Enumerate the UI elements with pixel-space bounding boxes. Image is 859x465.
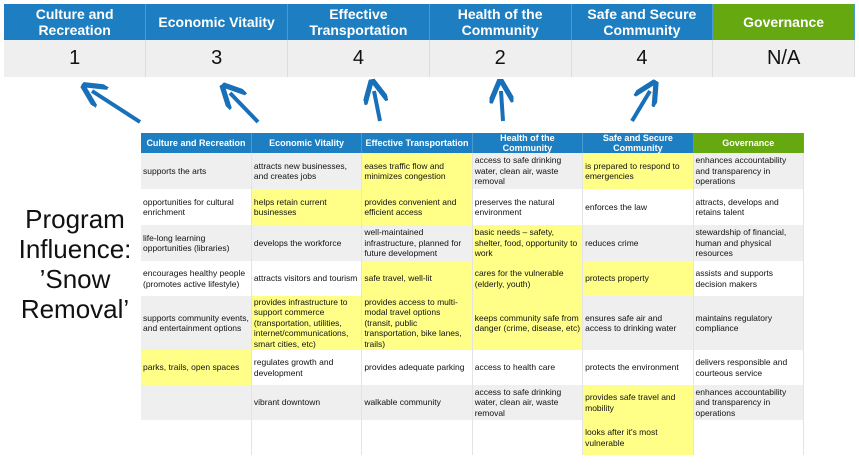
matrix-cell: provides infrastructure to support comme… [251, 296, 363, 350]
table-row: parks, trails, open spaces regulates grow… [141, 350, 805, 385]
summary-table: Culture and Recreation Economic Vitality… [4, 4, 855, 77]
matrix-cell [361, 420, 473, 455]
matrix-cell: provides adequate parking [361, 350, 473, 385]
table-row: life-long learning opportunities (librar… [141, 225, 805, 261]
arrow-icon [501, 91, 503, 122]
matrix-cell: enhances accountability and transparency… [693, 153, 805, 189]
matrix-cell: provides access to multi-modal travel op… [361, 296, 473, 350]
matrix-header: Effective Transportation [361, 133, 473, 153]
matrix-header: Health of the Community [472, 133, 584, 153]
program-influence-label: Program Influence: ’Snow Removal’ [0, 204, 150, 324]
arrow-icon [230, 93, 260, 124]
label-line: Removal’ [20, 294, 130, 324]
matrix-header: Governance [693, 133, 805, 153]
matrix-cell: is prepared to respond to emergencies [582, 153, 694, 189]
matrix-cell: vibrant downtown [251, 385, 363, 420]
arrow-icon [630, 91, 650, 123]
matrix-cell [141, 385, 252, 420]
summary-header-health: Health of the Community [429, 4, 572, 40]
matrix-header: Economic Vitality [251, 133, 363, 153]
summary-value-transportation: 4 [287, 40, 430, 77]
matrix-cell: helps retain current businesses [251, 189, 363, 225]
matrix-cell: protects the environment [582, 350, 694, 385]
matrix-cell: enhances accountability and transparency… [693, 385, 805, 420]
matrix-cell: cares for the vulnerable (elderly, youth… [472, 261, 584, 296]
influence-matrix: Culture and Recreation Economic Vitality E… [141, 133, 805, 455]
matrix-cell: enforces the law [582, 189, 694, 225]
matrix-cell: regulates growth and development [251, 350, 363, 385]
arrow-icon [92, 91, 142, 124]
summary-value-culture: 1 [4, 40, 147, 77]
matrix-cell [141, 420, 252, 455]
matrix-cell: attracts new businesses, and creates job… [251, 153, 363, 189]
matrix-cell: ensures safe air and access to drinking … [582, 296, 694, 350]
matrix-cell: keeps community safe from danger (crime,… [472, 296, 584, 350]
matrix-cell: safe travel, well-lit [361, 261, 473, 296]
matrix-cell: opportunities for cultural enrichment [141, 189, 252, 225]
matrix-cell: life-long learning opportunities (librar… [141, 225, 252, 261]
summary-header-culture: Culture and Recreation [4, 4, 147, 40]
matrix-cell: supports the arts [141, 153, 252, 189]
label-line: ’Snow [39, 264, 111, 294]
matrix-cell [472, 420, 584, 455]
summary-header-economic: Economic Vitality [145, 4, 288, 40]
matrix-header: Safe and Secure Community [582, 133, 694, 153]
matrix-cell: eases traffic flow and minimizes congest… [361, 153, 473, 189]
table-row: supports the arts attracts new businesses… [141, 153, 805, 189]
matrix-cell: basic needs – safety, shelter, food, opp… [472, 225, 584, 261]
matrix-cell: maintains regulatory compliance [693, 296, 805, 350]
matrix-header: Culture and Recreation [141, 133, 252, 153]
label-line: Program [25, 204, 125, 234]
label-line: Influence: [18, 234, 132, 264]
matrix-cell: well-maintained infrastructure, planned … [361, 225, 473, 261]
matrix-cell: protects property [582, 261, 694, 296]
summary-value-governance: N/A [712, 40, 855, 77]
matrix-cell: walkable community [361, 385, 473, 420]
matrix-cell: reduces crime [582, 225, 694, 261]
summary-value-health: 2 [429, 40, 572, 77]
matrix-cell: assists and supports decision makers [693, 261, 805, 296]
table-row: looks after it's most vulnerable [141, 420, 805, 455]
matrix-cell: looks after it's most vulnerable [582, 420, 694, 455]
matrix-cell: attracts, develops and retains talent [693, 189, 805, 225]
matrix-cell: provides safe travel and mobility [582, 385, 694, 420]
summary-header-safe: Safe and Secure Community [571, 4, 714, 40]
summary-header-transportation: Effective Transportation [287, 4, 430, 40]
matrix-cell: preserves the natural environment [472, 189, 584, 225]
arrow-icon [374, 91, 380, 122]
table-row: vibrant downtown walkable community access… [141, 385, 805, 420]
matrix-cell: access to safe drinking water, clean air… [472, 153, 584, 189]
summary-value-economic: 3 [145, 40, 288, 77]
matrix-cell: attracts visitors and tourism [251, 261, 363, 296]
table-row: opportunities for cultural enrichment hel… [141, 189, 805, 225]
matrix-cell [251, 420, 363, 455]
matrix-cell [693, 420, 805, 455]
matrix-cell: stewardship of financial, human and phys… [693, 225, 805, 261]
matrix-cell: develops the workforce [251, 225, 363, 261]
matrix-cell: access to safe drinking water, clean air… [472, 385, 584, 420]
arrows [0, 0, 859, 124]
matrix-cell: provides convenient and efficient access [361, 189, 473, 225]
matrix-cell: encourages healthy people (promotes acti… [141, 261, 252, 296]
table-row: supports community events, and entertain… [141, 296, 805, 350]
matrix-cell: parks, trails, open spaces [141, 350, 252, 385]
matrix-cell: access to health care [472, 350, 584, 385]
matrix-cell: delivers responsible and courteous servi… [693, 350, 805, 385]
summary-header-governance: Governance [712, 4, 855, 40]
summary-value-safe: 4 [571, 40, 714, 77]
table-row: encourages healthy people (promotes acti… [141, 261, 805, 296]
matrix-cell: supports community events, and entertain… [141, 296, 252, 350]
